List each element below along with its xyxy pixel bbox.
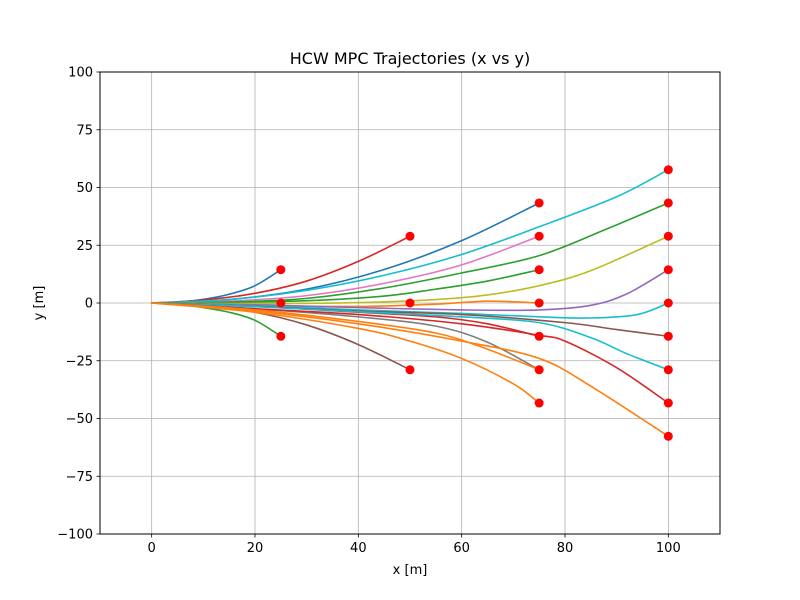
y-tick-label: −25 <box>66 354 93 369</box>
target-point-15 <box>663 198 673 208</box>
x-tick-label: 60 <box>453 541 470 556</box>
target-point-2 <box>276 298 286 308</box>
target-point-8 <box>534 231 544 241</box>
trajectory-line-10 <box>150 235 670 305</box>
target-point-18 <box>663 298 673 308</box>
trajectory-line-6 <box>150 235 540 304</box>
x-tick-label: 0 <box>148 541 156 556</box>
target-point-1 <box>276 265 286 275</box>
target-point-12 <box>534 365 544 375</box>
x-tick-label: 20 <box>247 541 264 556</box>
target-point-21 <box>663 398 673 408</box>
y-tick-label: 100 <box>68 66 93 81</box>
trajectory-line-19 <box>150 302 540 371</box>
trajectory-line-8 <box>150 168 670 304</box>
target-point-10 <box>534 298 544 308</box>
trajectory-line-18 <box>150 302 670 404</box>
chart-title: HCW MPC Trajectories (x vs y) <box>290 49 530 68</box>
endpoint-layer <box>276 165 673 441</box>
x-tick-label: 80 <box>557 541 574 556</box>
trajectory-line-12 <box>150 268 670 312</box>
target-point-14 <box>663 165 673 175</box>
target-point-7 <box>534 198 544 208</box>
target-point-20 <box>663 365 673 375</box>
target-point-6 <box>405 365 415 375</box>
y-tick-label: 25 <box>76 239 93 254</box>
y-tick-label: −50 <box>66 412 93 427</box>
target-point-22 <box>663 431 673 441</box>
target-point-5 <box>405 298 415 308</box>
y-tick-label: 50 <box>76 181 93 196</box>
x-axis-label: x [m] <box>393 563 428 578</box>
target-point-9 <box>534 265 544 275</box>
tick-layer: 0 20 40 60 80 100 −100 −75 −50 −25 0 25 50 75 100 <box>57 66 680 557</box>
x-tick-label: 100 <box>656 541 681 556</box>
target-point-19 <box>663 331 673 341</box>
target-point-3 <box>276 331 286 341</box>
target-point-4 <box>405 231 415 241</box>
series-layer <box>150 168 670 438</box>
trajectory-line-3 <box>150 235 411 304</box>
trajectory-line-21 <box>150 302 670 438</box>
target-point-13 <box>534 398 544 408</box>
trajectory-line-9 <box>150 202 670 304</box>
y-tick-label: 75 <box>76 123 93 138</box>
trajectory-line-20 <box>150 302 540 404</box>
target-point-11 <box>534 331 544 341</box>
trajectory-line-16 <box>150 302 670 371</box>
y-tick-label: −75 <box>66 470 93 485</box>
y-tick-label: 0 <box>85 297 93 312</box>
target-point-17 <box>663 265 673 275</box>
target-point-16 <box>663 231 673 241</box>
y-tick-label: −100 <box>57 528 93 543</box>
x-tick-label: 40 <box>350 541 367 556</box>
y-axis-label: y [m] <box>32 286 47 321</box>
